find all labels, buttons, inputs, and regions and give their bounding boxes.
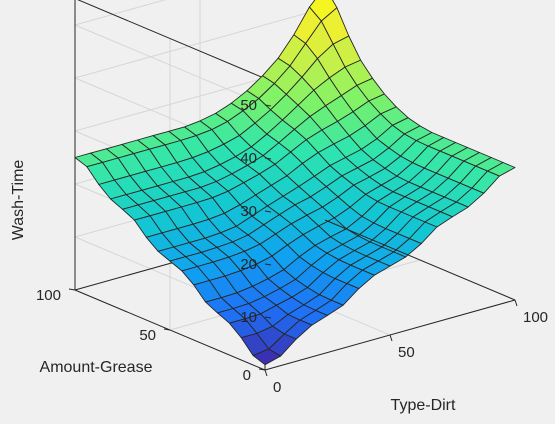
z-tick-mark [264,157,272,160]
x-tick-mark [389,334,393,342]
z-tick-label: 20 [240,256,257,273]
axis-ticks: 10 20 30 40 50 0 50 100 0 50 100 [36,97,548,396]
floor-front-edge-y [324,219,516,301]
z-tick-mark [264,104,272,107]
z-tick-mark [264,316,272,319]
x-tick-label: 50 [398,344,415,361]
y-tick-mark [258,368,266,371]
surface-patch [252,348,282,366]
x-axis-label: Type-Dirt [391,397,456,414]
z-tick-label: 40 [240,150,257,167]
y-tick-mark [68,288,76,291]
surface-mesh [74,0,516,366]
y-tick-label: 50 [139,327,156,344]
z-axis-label: Wash-Time [10,160,27,241]
z-tick-mark [264,263,272,266]
z-tick-mark [264,210,272,213]
y-tick-label: 0 [243,367,251,384]
z-tick-label: 30 [240,203,257,220]
back-top-edge [77,0,266,79]
wall-grid-line [74,0,167,26]
z-tick-label: 50 [240,97,257,114]
y-axis-label: Amount-Grease [40,359,153,376]
y-tick-label: 100 [36,287,61,304]
y-tick-mark [163,328,171,331]
x-tick-mark [264,369,268,377]
x-tick-label: 0 [273,379,281,396]
x-tick-mark [514,299,518,307]
x-tick-label: 100 [523,309,548,326]
z-tick-label: 10 [240,309,257,326]
